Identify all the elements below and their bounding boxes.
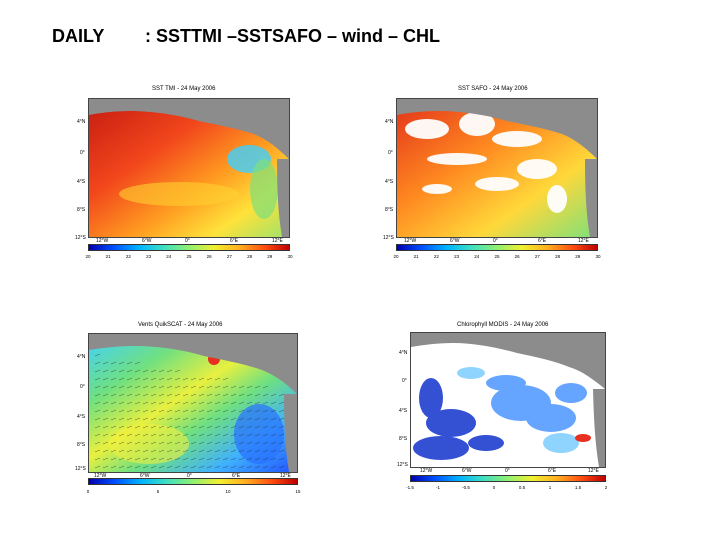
- panel-title: SST TMI - 24 May 2006: [152, 86, 216, 92]
- colorbar-tick-label: 0.5: [518, 485, 526, 490]
- lat-label: 8°S: [399, 436, 408, 442]
- lon-label: 12°E: [588, 468, 599, 474]
- lon-label: 0°: [505, 468, 510, 474]
- colorbar-ticks: 0 5 10 15: [86, 489, 301, 497]
- lat-label: 12°S: [383, 235, 394, 241]
- lat-label: 0°: [402, 378, 407, 384]
- lat-label: 4°S: [399, 408, 408, 414]
- colorbar-tick-label: 20: [85, 254, 91, 259]
- colorbar-tick-label: 21: [105, 254, 111, 259]
- panel-chlorophyll: Chlorophyll MODIS - 24 May 2006 4°N 0° 4…: [370, 320, 620, 510]
- lon-label: 6°W: [462, 468, 472, 474]
- lat-label: 4°S: [77, 179, 86, 185]
- lon-label: 12°E: [578, 238, 589, 244]
- lat-label: 12°S: [75, 235, 86, 241]
- lat-label: 8°S: [77, 442, 86, 448]
- lat-label: 4°N: [77, 119, 86, 125]
- lat-label: 8°S: [385, 207, 394, 213]
- lon-label: 12°W: [96, 238, 109, 244]
- colorbar-ticks: -1.5 -1 -0.5 0 0.5 1 1.5 2: [406, 485, 608, 493]
- colorbar-tick-label: 10: [225, 489, 231, 494]
- lat-label: 12°S: [397, 462, 408, 468]
- colorbar-tick-label: 22: [125, 254, 131, 259]
- colorbar-tick-label: 29: [575, 254, 581, 259]
- sst-safo-map: [396, 98, 598, 238]
- colorbar-tick-label: 27: [534, 254, 540, 259]
- colorbar-tick-label: 28: [555, 254, 561, 259]
- lon-label: 0°: [185, 238, 190, 244]
- lon-label: 12°W: [404, 238, 417, 244]
- lon-label: 0°: [493, 238, 498, 244]
- lat-label: 12°S: [75, 466, 86, 472]
- colorbar-tick-label: 30: [595, 254, 601, 259]
- colorbar-tick-label: 23: [146, 254, 152, 259]
- lat-label: 4°S: [77, 414, 86, 420]
- colorbar-tick-label: 26: [206, 254, 212, 259]
- colorbar-tick-label: -0.5: [462, 485, 470, 490]
- colorbar-tick-label: 1: [548, 485, 552, 490]
- panel-sst-tmi: SST TMI - 24 May 2006 4°N 0° 4°S 8°S 12°…: [60, 84, 300, 274]
- panel-title: SST SAFO - 24 May 2006: [458, 86, 528, 92]
- panel-wind: Vents QuikSCAT - 24 May 2006 4°N 0° 4°S …: [60, 320, 310, 510]
- lat-label: 8°S: [77, 207, 86, 213]
- panel-title: Vents QuikSCAT - 24 May 2006: [138, 322, 223, 328]
- colorbar-tick-label: 2: [604, 485, 608, 490]
- lon-label: 6°E: [538, 238, 547, 244]
- lon-label: 6°W: [450, 238, 460, 244]
- lat-label: 4°S: [385, 179, 394, 185]
- colorbar: [410, 475, 606, 482]
- colorbar-tick-label: 24: [166, 254, 172, 259]
- colorbar: [88, 478, 298, 485]
- colorbar: [396, 244, 598, 251]
- colorbar-tick-label: 24: [474, 254, 480, 259]
- colorbar-tick-label: 15: [295, 489, 301, 494]
- lat-label: 4°N: [77, 354, 86, 360]
- colorbar-tick-label: 20: [393, 254, 399, 259]
- wind-map: [88, 333, 298, 473]
- colorbar-tick-label: 22: [433, 254, 439, 259]
- colorbar-tick-label: 26: [514, 254, 520, 259]
- lon-label: 12°W: [94, 473, 107, 479]
- lon-label: 6°E: [548, 468, 557, 474]
- colorbar-ticks: 20 21 22 23 24 25 26 27 28 29 30: [85, 254, 293, 262]
- lon-label: 12°W: [420, 468, 433, 474]
- colorbar-tick-label: 23: [454, 254, 460, 259]
- colorbar-tick-label: 21: [413, 254, 419, 259]
- colorbar-tick-label: -1.5: [406, 485, 414, 490]
- lon-label: 12°E: [272, 238, 283, 244]
- colorbar-tick-label: 28: [247, 254, 253, 259]
- lon-label: 6°E: [232, 473, 241, 479]
- slide-title-variables: : SSTTMI –SSTSAFO – wind – CHL: [145, 26, 441, 46]
- lon-label: 6°W: [140, 473, 150, 479]
- colorbar-tick-label: 29: [267, 254, 273, 259]
- colorbar-tick-label: 27: [226, 254, 232, 259]
- lat-label: 0°: [80, 384, 85, 390]
- lon-label: 12°E: [280, 473, 291, 479]
- colorbar-tick-label: 1.5: [574, 485, 582, 490]
- colorbar-tick-label: 30: [287, 254, 293, 259]
- lon-label: 6°E: [230, 238, 239, 244]
- lat-label: 4°N: [399, 350, 408, 356]
- sst-tmi-map: [88, 98, 290, 238]
- panel-title: Chlorophyll MODIS - 24 May 2006: [457, 322, 549, 328]
- lon-label: 0°: [187, 473, 192, 479]
- lat-label: 4°N: [385, 119, 394, 125]
- colorbar-tick-label: 5: [156, 489, 160, 494]
- panel-sst-safo: SST SAFO - 24 May 2006 4°N 0° 4°S 8°S 12…: [370, 84, 610, 274]
- colorbar: [88, 244, 290, 251]
- colorbar-tick-label: -1: [435, 485, 441, 490]
- slide-title-daily: DAILY: [52, 26, 105, 46]
- lat-label: 0°: [80, 150, 85, 156]
- colorbar-tick-label: 25: [186, 254, 192, 259]
- chlorophyll-map: [410, 332, 606, 468]
- colorbar-tick-label: 0: [492, 485, 496, 490]
- lon-label: 6°W: [142, 238, 152, 244]
- colorbar-tick-label: 25: [494, 254, 500, 259]
- colorbar-ticks: 20 21 22 23 24 25 26 27 28 29 30: [393, 254, 601, 262]
- lat-label: 0°: [388, 150, 393, 156]
- colorbar-tick-label: 0: [86, 489, 90, 494]
